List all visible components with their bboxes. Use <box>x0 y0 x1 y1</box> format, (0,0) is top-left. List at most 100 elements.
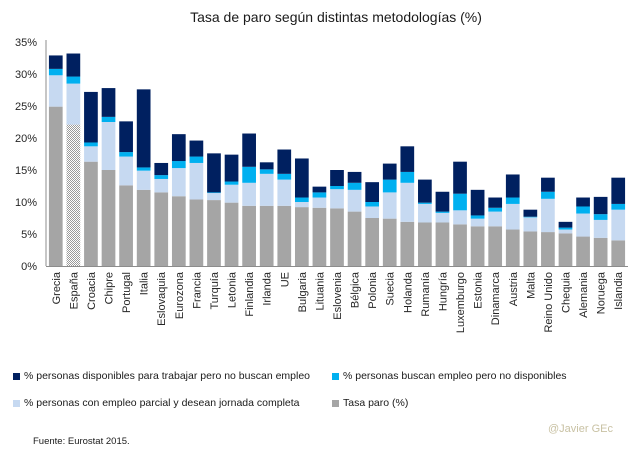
bar-segment <box>171 161 186 169</box>
legend-label: Tasa paro (%) <box>343 397 409 409</box>
bar-stack-turquía <box>207 153 221 266</box>
bar-segment <box>593 219 608 238</box>
legend-item-disponibles-no-buscan: % personas disponibles para trabajar per… <box>13 370 310 382</box>
bar-segment <box>119 152 133 157</box>
bar-segment <box>505 229 520 266</box>
bar-segment <box>294 197 309 202</box>
x-tick-label: Holanda <box>402 271 414 313</box>
x-tick-label: Islandia <box>613 271 625 310</box>
bar-segment <box>347 182 362 190</box>
bar-segment <box>101 170 116 266</box>
bar-segment <box>347 189 362 212</box>
bar-segment <box>400 221 415 266</box>
bar-segment <box>470 189 485 216</box>
bar-segment <box>207 200 221 266</box>
bar-stack-letonia <box>224 154 239 266</box>
bar-stack-rumanía <box>418 179 432 266</box>
bar-segment <box>119 156 133 186</box>
bar-stack-chequia <box>558 221 573 266</box>
bar-segment <box>541 191 555 199</box>
bar-stack-bulgaria <box>294 158 309 266</box>
bar-segment <box>365 182 380 202</box>
bar-segment <box>330 189 344 209</box>
bar-stack-francia <box>189 140 204 266</box>
bar-segment <box>576 236 590 266</box>
bar-segment <box>541 232 555 266</box>
bar-stack-eslovaquia <box>154 162 169 266</box>
bar-segment <box>611 203 626 210</box>
bar-segment <box>207 192 221 194</box>
bar-segment <box>136 167 151 171</box>
bar-segment <box>136 89 151 168</box>
bar-segment <box>576 197 590 207</box>
x-tick-label: España <box>68 271 80 309</box>
bar-stack-suecia <box>382 163 397 266</box>
bar-segment <box>435 212 450 223</box>
y-tick-label: 30% <box>15 69 37 81</box>
bar-segment <box>312 192 327 198</box>
bar-stack-españa <box>66 53 81 266</box>
bar-segment <box>347 171 362 183</box>
bar-segment <box>48 106 63 266</box>
bar-segment <box>400 171 415 183</box>
source-note: Fuente: Eurostat 2015. <box>33 436 130 447</box>
bar-segment <box>66 124 81 266</box>
bar-segment <box>523 209 538 217</box>
x-tick-label: Letonia <box>227 271 239 308</box>
bar-segment <box>523 217 538 232</box>
x-tick-label: UE <box>279 272 291 287</box>
bar-segment <box>136 189 151 266</box>
bar-stack-polonia <box>365 182 380 266</box>
bar-segment <box>101 116 116 122</box>
bar-segment <box>470 226 485 266</box>
bar-segment <box>171 134 186 162</box>
bar-segment <box>523 231 538 266</box>
x-tick-label: Suecia <box>385 271 397 306</box>
x-tick-label: Eurozona <box>174 271 186 319</box>
x-tick-label: Noruega <box>596 271 608 314</box>
bar-segment <box>330 208 344 266</box>
bar-segment <box>259 173 274 206</box>
bar-segment <box>435 191 450 212</box>
x-tick-label: Malta <box>525 271 537 299</box>
bar-segment <box>224 202 239 266</box>
bar-stack-finlandia <box>242 133 256 266</box>
bar-segment <box>382 163 397 180</box>
bar-segment <box>48 55 63 69</box>
x-tick-label: Bulgaria <box>297 271 309 312</box>
bar-segment <box>224 154 239 182</box>
bar-stack-reino-unido <box>541 177 555 266</box>
bar-segment <box>224 184 239 203</box>
bar-segment <box>435 222 450 266</box>
bar-segment <box>470 218 485 227</box>
bar-segment <box>259 169 274 174</box>
bar-segment <box>66 53 81 77</box>
bar-segment <box>171 196 186 266</box>
bar-segment <box>207 193 221 201</box>
bar-segment <box>382 192 397 219</box>
bar-segment <box>418 203 432 223</box>
legend-item-parcial: % personas con empleo parcial y desean j… <box>13 397 300 409</box>
chart-title: Tasa de paro según distintas metodología… <box>190 9 482 25</box>
x-tick-label: Dinamarca <box>490 271 502 325</box>
bar-segment <box>523 216 538 218</box>
x-tick-label: Lituania <box>314 271 326 310</box>
x-tick-label: Croacia <box>86 271 98 310</box>
x-tick-label: Portugal <box>121 272 133 313</box>
bar-segment <box>470 215 485 219</box>
bar-segment <box>154 178 169 193</box>
bar-segment <box>576 213 590 237</box>
bar-segment <box>84 146 98 162</box>
x-tick-label: Francia <box>191 271 203 309</box>
x-tick-label: Austria <box>508 271 520 306</box>
bar-segment <box>400 146 415 172</box>
x-tick-label: Alemania <box>578 271 590 318</box>
bar-segment <box>84 91 98 143</box>
bar-segment <box>242 133 256 167</box>
bar-stack-bélgica <box>347 171 362 266</box>
bar-segment <box>242 182 256 206</box>
bar-segment <box>154 192 169 266</box>
bar-segment <box>119 121 133 153</box>
bar-segment <box>453 161 467 194</box>
bar-segment <box>189 162 204 200</box>
